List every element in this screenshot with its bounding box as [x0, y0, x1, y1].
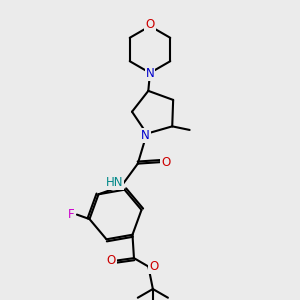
- Text: N: N: [141, 129, 150, 142]
- Text: O: O: [161, 156, 170, 169]
- Text: O: O: [106, 254, 116, 267]
- Text: F: F: [68, 208, 75, 221]
- Text: O: O: [149, 260, 158, 273]
- Text: HN: HN: [106, 176, 124, 189]
- Text: O: O: [146, 18, 154, 31]
- Text: N: N: [146, 67, 154, 80]
